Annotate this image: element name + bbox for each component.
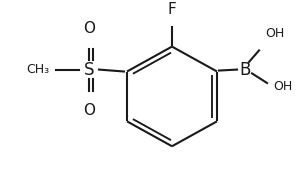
Text: OH: OH: [273, 80, 292, 93]
Text: S: S: [84, 61, 94, 79]
Text: F: F: [168, 2, 176, 17]
Text: O: O: [83, 103, 95, 118]
Text: B: B: [239, 61, 251, 79]
Text: CH₃: CH₃: [26, 63, 49, 76]
Text: OH: OH: [265, 27, 284, 40]
Text: O: O: [83, 21, 95, 36]
